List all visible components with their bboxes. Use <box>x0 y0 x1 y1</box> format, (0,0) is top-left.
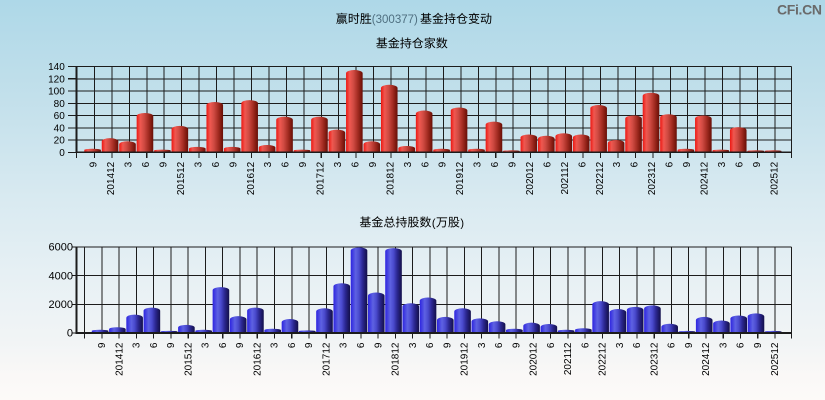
svg-text:6: 6 <box>356 342 367 348</box>
svg-text:9: 9 <box>228 161 239 167</box>
svg-text:202512: 202512 <box>770 342 781 376</box>
svg-text:100: 100 <box>48 87 65 98</box>
svg-text:6: 6 <box>632 342 643 348</box>
svg-text:202312: 202312 <box>649 342 660 376</box>
svg-text:9: 9 <box>235 342 246 348</box>
svg-text:6: 6 <box>490 161 501 167</box>
svg-text:9: 9 <box>438 161 449 167</box>
svg-text:3: 3 <box>132 342 143 348</box>
svg-text:201712: 201712 <box>316 161 327 195</box>
svg-text:3: 3 <box>403 161 414 167</box>
svg-text:6: 6 <box>546 342 557 348</box>
svg-text:6: 6 <box>494 342 505 348</box>
svg-text:201712: 201712 <box>321 342 332 376</box>
svg-text:6: 6 <box>542 161 553 167</box>
svg-text:6: 6 <box>736 342 747 348</box>
svg-text:0: 0 <box>59 148 65 159</box>
svg-text:6: 6 <box>218 342 229 348</box>
svg-text:3: 3 <box>408 342 419 348</box>
svg-text:201912: 201912 <box>460 342 471 376</box>
svg-text:40: 40 <box>54 123 66 134</box>
svg-text:201412: 201412 <box>114 342 125 376</box>
svg-text:201812: 201812 <box>391 342 402 376</box>
svg-text:6: 6 <box>350 161 361 167</box>
svg-text:9: 9 <box>298 161 309 167</box>
svg-text:202312: 202312 <box>647 161 658 195</box>
svg-text:9: 9 <box>684 342 695 348</box>
svg-text:3: 3 <box>615 342 626 348</box>
svg-text:202212: 202212 <box>595 161 606 195</box>
svg-text:6: 6 <box>580 342 591 348</box>
svg-text:9: 9 <box>752 161 763 167</box>
svg-text:3: 3 <box>717 161 728 167</box>
svg-text:6: 6 <box>149 342 160 348</box>
svg-text:202112: 202112 <box>563 342 574 375</box>
svg-text:): ) <box>460 218 464 230</box>
svg-text:120: 120 <box>48 74 65 85</box>
svg-text:6: 6 <box>630 161 641 167</box>
svg-text:0: 0 <box>67 328 73 340</box>
svg-text:3: 3 <box>339 342 350 348</box>
svg-text:3: 3 <box>270 342 281 348</box>
svg-text:6000: 6000 <box>49 242 73 254</box>
svg-text:201612: 201612 <box>246 161 257 195</box>
svg-text:9: 9 <box>97 342 108 348</box>
svg-text:202012: 202012 <box>529 342 540 376</box>
svg-text:6: 6 <box>425 342 436 348</box>
svg-text:201512: 201512 <box>183 342 194 376</box>
svg-text:9: 9 <box>682 161 693 167</box>
svg-text:3: 3 <box>263 161 274 167</box>
svg-text:(300377): (300377) <box>372 14 418 26</box>
svg-text:(: ( <box>432 218 436 230</box>
svg-text:9: 9 <box>368 161 379 167</box>
svg-text:3: 3 <box>612 161 623 167</box>
svg-text:201512: 201512 <box>176 161 187 195</box>
svg-text:201812: 201812 <box>385 161 396 195</box>
svg-text:201412: 201412 <box>106 161 117 195</box>
svg-text:202412: 202412 <box>699 161 710 195</box>
svg-text:202112: 202112 <box>560 161 571 194</box>
svg-text:20: 20 <box>54 136 66 147</box>
svg-text:6: 6 <box>665 161 676 167</box>
svg-text:6: 6 <box>141 161 152 167</box>
svg-text:9: 9 <box>159 161 170 167</box>
svg-text:202512: 202512 <box>769 161 780 195</box>
svg-text:9: 9 <box>753 342 764 348</box>
svg-text:3: 3 <box>124 161 135 167</box>
svg-text:3: 3 <box>477 342 488 348</box>
svg-text:3: 3 <box>333 161 344 167</box>
svg-text:2000: 2000 <box>49 299 73 311</box>
svg-text:CFi.CN: CFi.CN <box>777 1 822 17</box>
svg-text:202412: 202412 <box>701 342 712 376</box>
svg-text:6: 6 <box>211 161 222 167</box>
svg-text:3: 3 <box>201 342 212 348</box>
svg-text:202212: 202212 <box>598 342 609 376</box>
svg-text:201612: 201612 <box>252 342 263 376</box>
svg-text:3: 3 <box>193 161 204 167</box>
svg-text:6: 6 <box>734 161 745 167</box>
svg-text:9: 9 <box>373 342 384 348</box>
svg-text:9: 9 <box>166 342 177 348</box>
svg-text:201912: 201912 <box>455 161 466 195</box>
svg-text:4000: 4000 <box>49 270 73 282</box>
svg-text:6: 6 <box>577 161 588 167</box>
svg-text:140: 140 <box>48 62 65 73</box>
svg-text:6: 6 <box>287 342 298 348</box>
svg-text:60: 60 <box>54 111 66 122</box>
svg-text:9: 9 <box>304 342 315 348</box>
svg-text:80: 80 <box>54 99 66 110</box>
svg-text:9: 9 <box>508 161 519 167</box>
svg-text:9: 9 <box>89 161 100 167</box>
svg-text:3: 3 <box>473 161 484 167</box>
svg-text:6: 6 <box>420 161 431 167</box>
svg-text:9: 9 <box>511 342 522 348</box>
svg-text:9: 9 <box>442 342 453 348</box>
svg-text:3: 3 <box>718 342 729 348</box>
svg-text:6: 6 <box>281 161 292 167</box>
svg-text:202012: 202012 <box>525 161 536 195</box>
svg-text:6: 6 <box>667 342 678 348</box>
